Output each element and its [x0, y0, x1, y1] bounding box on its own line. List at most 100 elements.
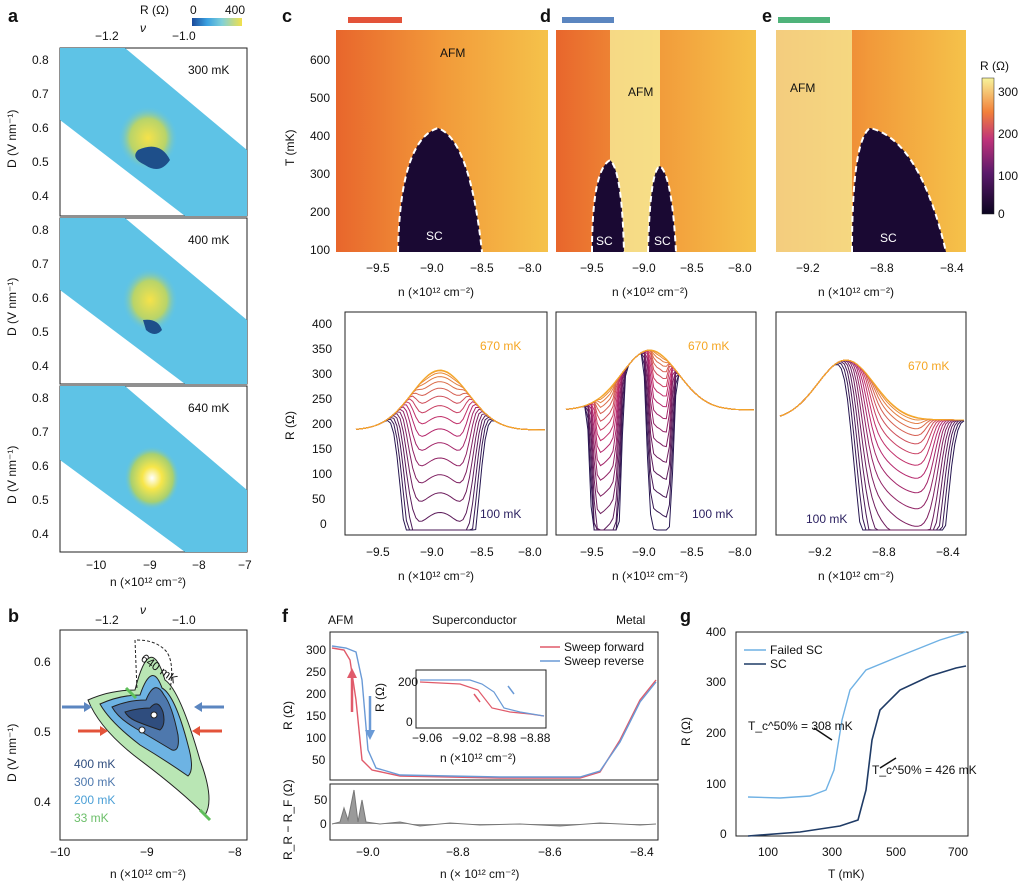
arrow-up-f-head: [347, 668, 357, 678]
panel-g: g Failed SC SC T_c^50% = 308 mK T_c^50% …: [679, 606, 977, 881]
failed-sc-line: [747, 631, 967, 799]
y-ticks-g: 400 300 200 100 0: [706, 625, 727, 841]
n-tick-a-4: −7: [238, 558, 252, 572]
legend-forward: Sweep forward: [564, 640, 644, 654]
d-tick: 0.4: [32, 189, 49, 203]
y-tick-b-3: 0.4: [34, 795, 51, 809]
x-tick-g-1: 100: [758, 845, 778, 859]
y-tick: 200: [706, 726, 726, 740]
legend-b-200: 200 mK: [74, 793, 115, 807]
xlabel-e-bottom: n (×10¹² cm⁻²): [818, 569, 894, 583]
r-curve: [355, 369, 545, 431]
x-tick-f-1: −9.0: [356, 845, 380, 859]
nu-tick-b-1: −1.2: [95, 613, 119, 627]
annotation-308: T_c^50% = 308 mK: [748, 719, 853, 733]
ylabel-a-3: D (V nm⁻¹): [5, 446, 19, 504]
panel-e: e AFM SC −9.2 −8.8 −8.4 n (×10¹² cm⁻²) R…: [762, 6, 1018, 583]
legend-b-300: 300 mK: [74, 775, 115, 789]
arrow-green-2: [198, 808, 212, 822]
r-tick: 350: [312, 342, 332, 356]
label-afm-f: AFM: [328, 613, 353, 627]
x-tick-c-2: −9.0: [420, 261, 444, 275]
d-tick: 0.7: [32, 257, 49, 271]
x-tick-b-1: −10: [50, 845, 71, 859]
contour-640mk: [134, 639, 173, 691]
panel-label-c: c: [282, 6, 292, 26]
arrow-down-f-head: [365, 730, 375, 740]
x-tick-g-3: 500: [886, 845, 906, 859]
ylabel-g: R (Ω): [679, 717, 693, 746]
x-tick-e-1: −9.2: [796, 261, 820, 275]
y-tick: 400: [706, 625, 726, 639]
x-tick-eb-2: −8.8: [872, 545, 896, 559]
x-tick-g-4: 700: [948, 845, 968, 859]
x-tick-cb-4: −8.0: [518, 545, 542, 559]
panel-b: b ν −1.2 −1.0 640 mK 400 mK 300 mK 200 m…: [5, 603, 248, 881]
ylabel-a-2: D (V nm⁻¹): [5, 278, 19, 336]
x-tick-cb-1: −9.5: [366, 545, 390, 559]
y-tick: 300: [306, 643, 326, 657]
xlabel-g: T (mK): [828, 867, 864, 881]
diff-tick-2: 0: [320, 817, 327, 831]
color-bar-blue: [562, 17, 614, 23]
afm-label-c: AFM: [440, 46, 465, 60]
legend-reverse: Sweep reverse: [564, 654, 644, 668]
x-tick-db-4: −8.0: [728, 545, 752, 559]
x-tick-c-1: −9.5: [366, 261, 390, 275]
label-metal-f: Metal: [616, 613, 645, 627]
d-tick: 0.6: [32, 291, 49, 305]
sc-dome-d1: [592, 160, 624, 252]
d-tick: 0.7: [32, 425, 49, 439]
afm-label-e: AFM: [790, 81, 815, 95]
x-tick-d-4: −8.0: [728, 261, 752, 275]
temp-a-640: 640 mK: [188, 401, 229, 415]
sc-boundary-c: [397, 126, 483, 253]
plot-frame-f-diff: [329, 783, 659, 841]
panel-label-b: b: [8, 606, 19, 626]
arrow-green-1: [124, 686, 138, 700]
x-tick-db-1: −9.5: [580, 545, 604, 559]
curves-e: [779, 359, 965, 531]
r-tick: 50: [312, 492, 326, 506]
d-tick: 0.7: [32, 87, 49, 101]
r-tick: 200: [312, 417, 332, 431]
x-tick-db-2: −9.0: [632, 545, 656, 559]
sc-dome-e: [852, 128, 946, 252]
lo-label-c: 100 mK: [480, 507, 521, 521]
plot-frame-c-bottom: [344, 311, 548, 536]
r-tick: 300: [312, 367, 332, 381]
r-tick: 250: [312, 392, 332, 406]
colorbar-a-label: R (Ω): [140, 3, 169, 17]
d-tick: 0.8: [32, 53, 49, 67]
legend-sc: SC: [770, 657, 787, 671]
marker-point: [138, 726, 146, 734]
t-tick: 200: [310, 205, 330, 219]
d-tick: 0.5: [32, 493, 49, 507]
contour-400mk: [124, 703, 165, 731]
d-tick: 0.6: [32, 459, 49, 473]
sweep-reverse-line: [331, 645, 657, 778]
y-tick: 200: [306, 687, 326, 701]
sc-dome-c: [398, 128, 482, 252]
panel-f: f AFM Superconductor Metal Sweep forward…: [281, 606, 659, 881]
r-tick: 100: [312, 467, 332, 481]
r-curve: [565, 349, 754, 411]
x-tick-cb-2: −9.0: [420, 545, 444, 559]
arrow-red-right-head: [192, 726, 200, 736]
panel-d: d AFM SC SC −9.5 −9.0 −8.5 −8.0 n (×10¹²…: [540, 6, 757, 583]
cb-tick-4: 0: [998, 207, 1005, 221]
dip-a-400: [143, 319, 162, 334]
xlabel-c-top: n (×10¹² cm⁻²): [398, 285, 474, 299]
xlabel-d-top: n (×10¹² cm⁻²): [612, 285, 688, 299]
x-tick-f-4: −8.4: [630, 845, 654, 859]
d-tick: 0.6: [32, 121, 49, 135]
arrow-blue-right-head: [194, 702, 202, 712]
spot-a-400: [122, 268, 178, 332]
curves-d: [565, 349, 754, 531]
xlabel-d-bottom: n (×10¹² cm⁻²): [612, 569, 688, 583]
afm-region-e: [776, 30, 852, 252]
dip-a-300: [135, 146, 170, 169]
cb-tick-2: 200: [998, 127, 1018, 141]
t-ticks-c: 600 500 400 300 200 100: [310, 53, 330, 257]
annotation-426: T_c^50% = 426 mK: [872, 763, 977, 777]
